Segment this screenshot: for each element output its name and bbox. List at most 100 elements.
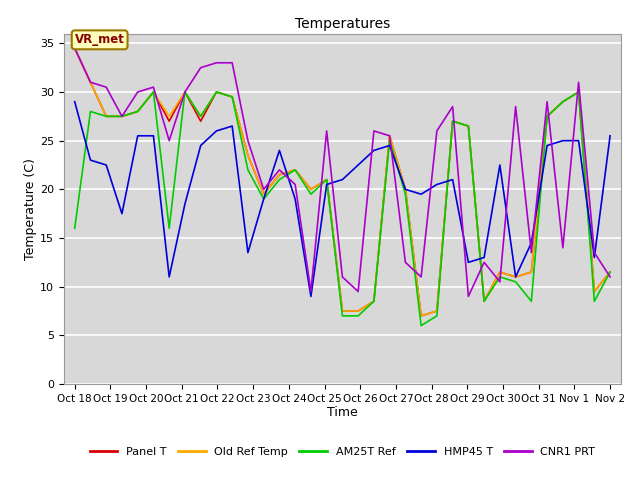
HMP45 T: [260, 196, 268, 202]
Y-axis label: Temperature (C): Temperature (C): [24, 158, 37, 260]
Panel T: [480, 299, 488, 304]
Line: AM25T Ref: AM25T Ref: [75, 92, 610, 325]
CNR1 PRT: [102, 84, 110, 90]
CNR1 PRT: [339, 274, 346, 280]
HMP45 T: [165, 274, 173, 280]
HMP45 T: [559, 138, 566, 144]
CNR1 PRT: [575, 79, 582, 85]
HMP45 T: [212, 128, 220, 134]
Old Ref Temp: [307, 186, 315, 192]
HMP45 T: [102, 162, 110, 168]
HMP45 T: [465, 260, 472, 265]
AM25T Ref: [307, 192, 315, 197]
Panel T: [591, 288, 598, 294]
HMP45 T: [323, 181, 330, 187]
Panel T: [134, 108, 141, 114]
AM25T Ref: [355, 313, 362, 319]
HMP45 T: [355, 162, 362, 168]
AM25T Ref: [71, 226, 79, 231]
CNR1 PRT: [449, 104, 456, 109]
Panel T: [339, 308, 346, 314]
Old Ref Temp: [86, 79, 94, 85]
Old Ref Temp: [386, 133, 394, 139]
HMP45 T: [527, 240, 535, 246]
AM25T Ref: [543, 113, 551, 119]
CNR1 PRT: [260, 186, 268, 192]
AM25T Ref: [339, 313, 346, 319]
Panel T: [575, 89, 582, 95]
Panel T: [165, 119, 173, 124]
Panel T: [244, 152, 252, 158]
HMP45 T: [449, 177, 456, 182]
Old Ref Temp: [150, 89, 157, 95]
Old Ref Temp: [339, 308, 346, 314]
Line: Panel T: Panel T: [75, 48, 610, 316]
Old Ref Temp: [543, 113, 551, 119]
Panel T: [86, 79, 94, 85]
HMP45 T: [244, 250, 252, 255]
AM25T Ref: [480, 299, 488, 304]
AM25T Ref: [559, 99, 566, 105]
Panel T: [401, 186, 409, 192]
HMP45 T: [118, 211, 126, 216]
CNR1 PRT: [197, 65, 205, 71]
HMP45 T: [86, 157, 94, 163]
AM25T Ref: [165, 226, 173, 231]
CNR1 PRT: [228, 60, 236, 66]
CNR1 PRT: [433, 128, 441, 134]
Panel T: [260, 192, 268, 197]
Old Ref Temp: [527, 269, 535, 275]
Panel T: [433, 308, 441, 314]
HMP45 T: [401, 186, 409, 192]
HMP45 T: [228, 123, 236, 129]
Old Ref Temp: [575, 89, 582, 95]
Old Ref Temp: [181, 89, 189, 95]
HMP45 T: [512, 274, 520, 280]
Old Ref Temp: [512, 274, 520, 280]
Text: VR_met: VR_met: [75, 33, 125, 47]
AM25T Ref: [212, 89, 220, 95]
HMP45 T: [480, 254, 488, 260]
AM25T Ref: [370, 299, 378, 304]
HMP45 T: [575, 138, 582, 144]
CNR1 PRT: [512, 104, 520, 109]
HMP45 T: [591, 254, 598, 260]
CNR1 PRT: [86, 79, 94, 85]
HMP45 T: [433, 181, 441, 187]
Line: Old Ref Temp: Old Ref Temp: [75, 48, 610, 316]
CNR1 PRT: [496, 279, 504, 285]
AM25T Ref: [527, 299, 535, 304]
HMP45 T: [417, 192, 425, 197]
Panel T: [307, 186, 315, 192]
Legend: Panel T, Old Ref Temp, AM25T Ref, HMP45 T, CNR1 PRT: Panel T, Old Ref Temp, AM25T Ref, HMP45 …: [85, 442, 600, 461]
CNR1 PRT: [150, 84, 157, 90]
Panel T: [355, 308, 362, 314]
AM25T Ref: [197, 113, 205, 119]
Panel T: [606, 269, 614, 275]
AM25T Ref: [323, 177, 330, 182]
Old Ref Temp: [71, 45, 79, 51]
CNR1 PRT: [291, 181, 299, 187]
Panel T: [370, 299, 378, 304]
Panel T: [465, 123, 472, 129]
Old Ref Temp: [260, 192, 268, 197]
HMP45 T: [386, 143, 394, 148]
CNR1 PRT: [355, 288, 362, 294]
Old Ref Temp: [165, 113, 173, 119]
CNR1 PRT: [307, 288, 315, 294]
Panel T: [527, 269, 535, 275]
CNR1 PRT: [181, 89, 189, 95]
AM25T Ref: [575, 89, 582, 95]
HMP45 T: [276, 147, 284, 153]
Panel T: [212, 89, 220, 95]
CNR1 PRT: [465, 293, 472, 300]
CNR1 PRT: [212, 60, 220, 66]
HMP45 T: [150, 133, 157, 139]
Old Ref Temp: [134, 108, 141, 114]
Line: CNR1 PRT: CNR1 PRT: [75, 48, 610, 296]
AM25T Ref: [606, 269, 614, 275]
Old Ref Temp: [118, 113, 126, 119]
CNR1 PRT: [591, 250, 598, 255]
HMP45 T: [307, 293, 315, 300]
HMP45 T: [181, 201, 189, 207]
